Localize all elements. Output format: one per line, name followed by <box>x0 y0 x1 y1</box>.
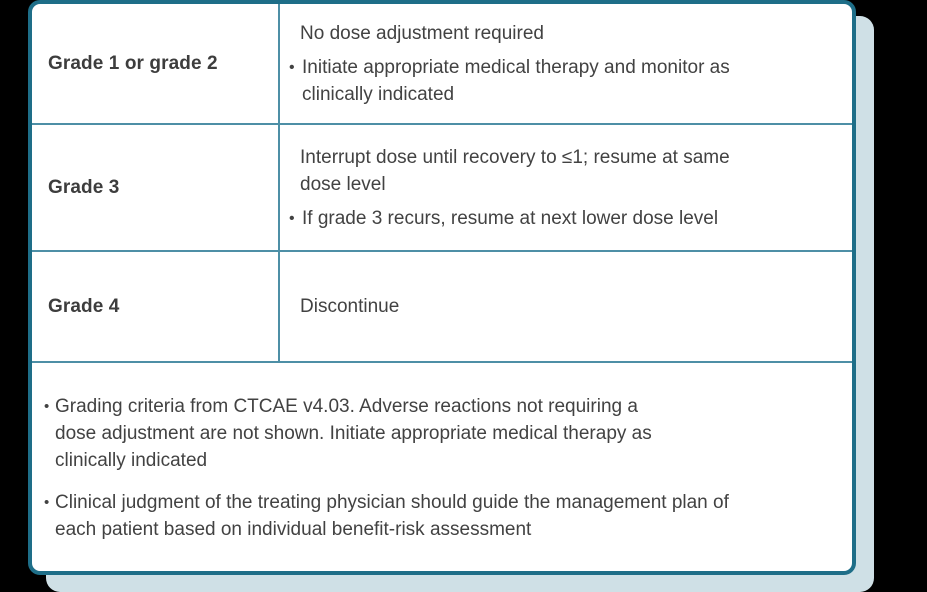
bullet-icon: • <box>44 398 50 415</box>
action-bullet-item: • If grade 3 recurs, resume at next lowe… <box>289 205 832 232</box>
action-lead-text: No dose adjustment required <box>300 22 544 44</box>
grade-label-cell: Grade 4 <box>32 252 280 361</box>
action-bullet-item: • Initiate appropriate medical therapy a… <box>289 54 832 108</box>
bullet-icon: • <box>44 494 50 511</box>
action-lead-text: Interrupt dose until recovery to ≤1; res… <box>300 146 730 195</box>
table-row-grade-1-or-2: Grade 1 or grade 2 No dose adjustment re… <box>32 4 852 125</box>
grade-label-cell: Grade 3 <box>32 125 280 250</box>
grade-label: Grade 1 or grade 2 <box>48 52 218 74</box>
footnote-item: • Clinical judgment of the treating phys… <box>44 489 828 543</box>
footnote-item: • Grading criteria from CTCAE v4.03. Adv… <box>44 393 828 474</box>
table-row-grade-4: Grade 4 Discontinue <box>32 252 852 363</box>
table-row-grade-3: Grade 3 Interrupt dose until recovery to… <box>32 125 852 252</box>
action-cell: Discontinue <box>280 252 852 361</box>
grade-label: Grade 3 <box>48 176 120 198</box>
footnote-text: Clinical judgment of the treating physic… <box>55 492 729 540</box>
grade-label-cell: Grade 1 or grade 2 <box>32 4 280 123</box>
action-lead-text: Discontinue <box>300 296 400 317</box>
bullet-icon: • <box>289 209 295 227</box>
dose-adjustment-table-card: Grade 1 or grade 2 No dose adjustment re… <box>28 0 856 575</box>
action-cell: No dose adjustment required • Initiate a… <box>280 4 852 123</box>
action-cell: Interrupt dose until recovery to ≤1; res… <box>280 125 852 250</box>
footnote-text: Grading criteria from CTCAE v4.03. Adver… <box>55 396 652 471</box>
footnotes-section: • Grading criteria from CTCAE v4.03. Adv… <box>32 363 852 569</box>
action-bullet-text: Initiate appropriate medical therapy and… <box>302 56 730 105</box>
grade-label: Grade 4 <box>48 295 120 317</box>
bullet-icon: • <box>289 58 295 76</box>
action-bullet-text: If grade 3 recurs, resume at next lower … <box>302 207 719 229</box>
